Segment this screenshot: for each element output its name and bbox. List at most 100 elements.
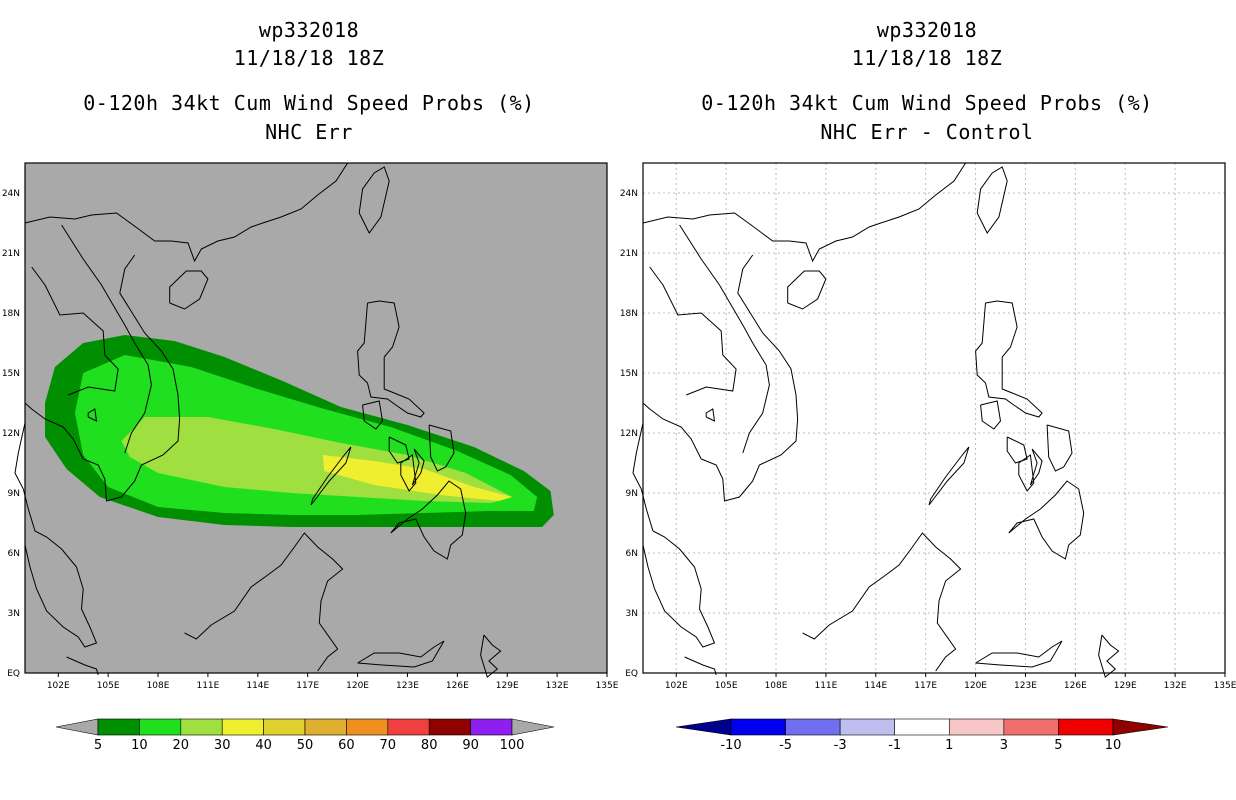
probability-map: 102E 105E 108E 111E 114E 117E 120E 123E 126E 129E… [2,162,618,753]
coastline [975,640,1063,668]
lon-tick-label: 117E [914,681,937,691]
colorbar-swatch [221,718,264,736]
lon-tick-label: 102E [47,681,70,691]
coastline [1046,424,1073,472]
coastline [24,254,181,502]
coastline [980,400,1002,430]
coastline [357,300,425,418]
colorbar-swatch [948,718,1005,736]
coastline [14,422,98,648]
coastline [358,166,390,234]
lon-tick-label: 126E [1064,681,1087,691]
coastline [184,532,344,672]
lat-tick-label: EQ [625,669,638,679]
lon-tick-label: 105E [715,681,738,691]
colorbar-arrow-high [1112,718,1169,736]
lat-tick-label: 24N [2,189,20,199]
coastline [61,224,152,454]
coastline [642,162,967,263]
lat-tick-label: 18N [620,309,638,319]
colorbar-label: -10 [720,738,741,753]
coastline [169,270,209,310]
coastline [1098,634,1120,678]
lon-tick-label: 120E [964,681,987,691]
colorbar-label: -5 [779,738,792,753]
datetime-title: 11/18/18 18Z [233,46,385,70]
lon-tick-label: 132E [546,681,569,691]
lat-tick-label: EQ [7,669,20,679]
colorbar-label: 10 [1105,738,1122,753]
product-subtitle: NHC Err [265,120,353,144]
lon-tick-label: 135E [596,681,618,691]
colorbar-label: 30 [214,738,231,753]
lat-tick-label: 6N [8,549,20,559]
product-subtitle: NHC Err - Control [820,120,1034,144]
coastline [787,270,827,310]
difference-map: 102E 105E 108E 111E 114E 117E 120E 123E 126E 129E… [620,162,1236,753]
left-panel: wp332018 11/18/18 18Z 0-120h 34kt Cum Wi… [2,18,618,753]
colorbar-swatch [139,718,182,736]
lon-tick-label: 129E [1114,681,1137,691]
colorbar-arrow-high [511,718,555,736]
storm-id-title: wp332018 [876,18,978,42]
lon-tick-label: 126E [446,681,469,691]
colorbar-label: -1 [888,738,901,753]
coastline [1008,480,1085,560]
coastline [976,166,1008,234]
coastline [87,408,98,422]
lat-tick-label: 21N [620,249,638,259]
map-background [643,163,1225,673]
colorbar-label: 70 [380,738,397,753]
colorbar-label: 20 [173,738,190,753]
lon-tick-label: 132E [1164,681,1187,691]
lon-tick-label: 123E [1014,681,1037,691]
colorbar-swatch [470,718,513,736]
coastline [1029,448,1043,486]
coastline [390,480,467,560]
lon-tick-label: 135E [1214,681,1236,691]
lon-tick-label: 114E [864,681,887,691]
colorbar-label: 5 [1054,738,1062,753]
coastline [24,162,349,263]
colorbar-label: 90 [462,738,479,753]
lon-tick-label: 123E [396,681,419,691]
datetime-title: 11/18/18 18Z [851,46,1003,70]
colorbar-swatch [785,718,841,736]
colorbar-label: 5 [94,738,102,753]
storm-id-title: wp332018 [258,18,360,42]
coastline [310,446,352,506]
colorbar-swatch [263,718,306,736]
colorbar-label: 60 [338,738,355,753]
coastline [31,266,119,396]
coastline [802,532,962,672]
coastline [649,266,737,396]
lon-tick-label: 114E [246,681,269,691]
colorbar-swatch [97,718,140,736]
colorbar-label: 80 [421,738,438,753]
right-panel: wp332018 11/18/18 18Z 0-120h 34kt Cum Wi… [618,0,1236,800]
colorbar-label: 3 [1000,738,1008,753]
product-title: 0-120h 34kt Cum Wind Speed Probs (%) [701,91,1153,115]
lat-tick-label: 12N [620,429,638,439]
lon-tick-label: 102E [665,681,688,691]
coastline [642,254,799,502]
colorbar-label: 50 [297,738,314,753]
colorbar-swatch [428,718,471,736]
lat-tick-label: 18N [2,309,20,319]
lon-tick-label: 108E [147,681,170,691]
colorbar-swatch [304,718,347,736]
coastline [428,424,455,472]
lat-tick-label: 6N [626,549,638,559]
colorbar-label: -3 [834,738,847,753]
colorbar-swatch [387,718,430,736]
colorbar-swatch [180,718,223,736]
coastline [928,446,970,506]
map-frame [642,162,1226,674]
coastline [362,400,384,430]
colorbar-swatch [346,718,389,736]
map-frame [24,162,608,674]
product-title: 0-120h 34kt Cum Wind Speed Probs (%) [83,91,535,115]
colorbar-label: 1 [945,738,953,753]
coastline [705,408,716,422]
lon-tick-label: 111E [814,681,837,691]
